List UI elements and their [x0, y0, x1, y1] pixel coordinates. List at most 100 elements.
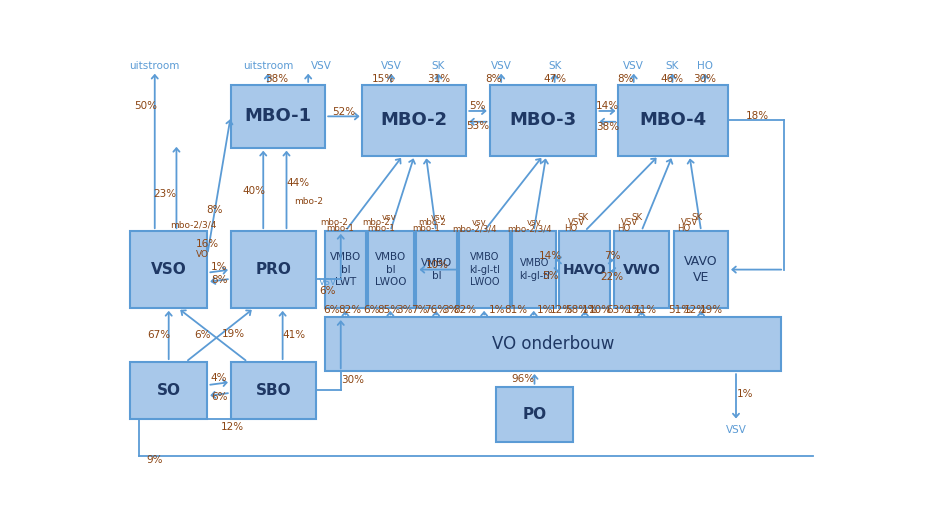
Text: 38%: 38% [265, 74, 288, 84]
FancyBboxPatch shape [495, 387, 573, 442]
Text: SK: SK [578, 213, 589, 222]
Text: VSV: VSV [318, 278, 337, 287]
Text: SK: SK [630, 213, 641, 222]
Text: MBO-1: MBO-1 [244, 108, 311, 125]
Text: 58%: 58% [565, 305, 588, 315]
Text: VO: VO [197, 250, 210, 259]
Text: 4%: 4% [210, 373, 227, 383]
Text: 38%: 38% [595, 122, 618, 132]
Text: 96%: 96% [511, 374, 534, 384]
Text: VSV: VSV [380, 61, 401, 71]
Text: 15%: 15% [372, 74, 395, 84]
Text: HO: HO [616, 225, 629, 233]
Text: 8%: 8% [616, 74, 633, 84]
Text: 53%: 53% [466, 121, 489, 131]
Text: mbo-2/3/4: mbo-2/3/4 [171, 220, 216, 229]
Text: 51%: 51% [667, 305, 691, 315]
Text: 85%: 85% [377, 305, 400, 315]
Text: 14%: 14% [538, 251, 561, 261]
Text: 50%: 50% [133, 101, 157, 111]
Text: 8%: 8% [210, 276, 227, 286]
FancyBboxPatch shape [617, 85, 728, 155]
Text: 10%: 10% [425, 260, 449, 270]
Text: VMBO
bl: VMBO bl [420, 258, 451, 281]
FancyBboxPatch shape [489, 85, 596, 155]
Text: 5%: 5% [469, 101, 486, 111]
Text: VSV: VSV [490, 61, 511, 71]
Text: 30%: 30% [340, 375, 363, 385]
Text: 7%: 7% [603, 251, 619, 261]
Text: HO: HO [676, 225, 689, 233]
Text: mbo-2: mbo-2 [362, 218, 390, 227]
Text: mbo-2: mbo-2 [418, 218, 446, 227]
Text: 44%: 44% [286, 178, 310, 188]
Text: 22%: 22% [600, 271, 623, 281]
Text: 41%: 41% [283, 330, 306, 340]
Text: MBO-3: MBO-3 [509, 111, 576, 129]
Text: 1%: 1% [736, 389, 753, 399]
Text: 82%: 82% [338, 305, 362, 315]
Text: VSV: VSV [680, 218, 697, 227]
Text: VMBO
bl
LWT: VMBO bl LWT [329, 252, 361, 287]
Text: 31%: 31% [426, 74, 450, 84]
FancyBboxPatch shape [673, 231, 728, 308]
FancyBboxPatch shape [613, 231, 668, 308]
Text: HAVO: HAVO [563, 262, 606, 277]
Text: VSV: VSV [623, 61, 643, 71]
Text: 11%: 11% [633, 305, 656, 315]
FancyBboxPatch shape [231, 362, 315, 419]
Text: VSV: VSV [725, 425, 745, 435]
Text: 7%: 7% [411, 305, 427, 315]
Text: vsv: vsv [381, 213, 396, 222]
Text: VSV: VSV [311, 61, 332, 71]
Text: 46%: 46% [660, 74, 683, 84]
FancyBboxPatch shape [231, 231, 315, 308]
Text: 30%: 30% [692, 74, 716, 84]
Text: 82%: 82% [452, 305, 476, 315]
Text: MBO-2: MBO-2 [380, 111, 448, 129]
Text: VSV: VSV [620, 218, 638, 227]
Text: VWO: VWO [622, 262, 660, 277]
Text: PRO: PRO [255, 262, 291, 277]
Text: VSO: VSO [151, 262, 186, 277]
Text: 3%: 3% [442, 305, 459, 315]
Text: SK: SK [665, 61, 679, 71]
Text: VSV: VSV [567, 218, 584, 227]
Text: 47%: 47% [542, 74, 565, 84]
Text: MBO-4: MBO-4 [639, 111, 706, 129]
FancyBboxPatch shape [231, 85, 324, 148]
Text: 1%: 1% [536, 305, 552, 315]
Text: uitstroom: uitstroom [130, 61, 180, 71]
FancyBboxPatch shape [559, 231, 610, 308]
Text: VMBO
bl
LWOO: VMBO bl LWOO [375, 252, 406, 287]
Text: 10%: 10% [589, 305, 611, 315]
Text: 6%: 6% [323, 305, 339, 315]
Text: 19%: 19% [222, 329, 245, 339]
Text: 63%: 63% [606, 305, 629, 315]
Text: mbo-2/3/4: mbo-2/3/4 [507, 225, 552, 233]
Text: 8%: 8% [206, 204, 222, 214]
Text: 76%: 76% [424, 305, 447, 315]
Text: mbo-2: mbo-2 [320, 218, 349, 227]
Text: mbo-1: mbo-1 [367, 225, 395, 233]
FancyBboxPatch shape [512, 231, 555, 308]
Text: vsv: vsv [471, 218, 486, 227]
Text: SBO: SBO [255, 383, 291, 398]
FancyBboxPatch shape [324, 231, 365, 308]
Text: 52%: 52% [332, 107, 355, 117]
Text: SK: SK [691, 213, 702, 222]
Text: 5%: 5% [541, 271, 558, 281]
Text: 6%: 6% [319, 286, 336, 296]
Text: 40%: 40% [242, 186, 265, 196]
Text: 12%: 12% [221, 422, 244, 432]
Text: 9%: 9% [146, 455, 163, 465]
Text: 23%: 23% [153, 189, 176, 199]
Text: SK: SK [547, 61, 561, 71]
Text: vsv: vsv [527, 218, 541, 227]
Text: 1%: 1% [581, 305, 598, 315]
Text: 18%: 18% [745, 111, 768, 121]
Text: 6%: 6% [195, 330, 210, 340]
Text: HO: HO [564, 225, 577, 233]
Text: mbo-1: mbo-1 [412, 225, 439, 233]
Text: HO: HO [696, 61, 712, 71]
